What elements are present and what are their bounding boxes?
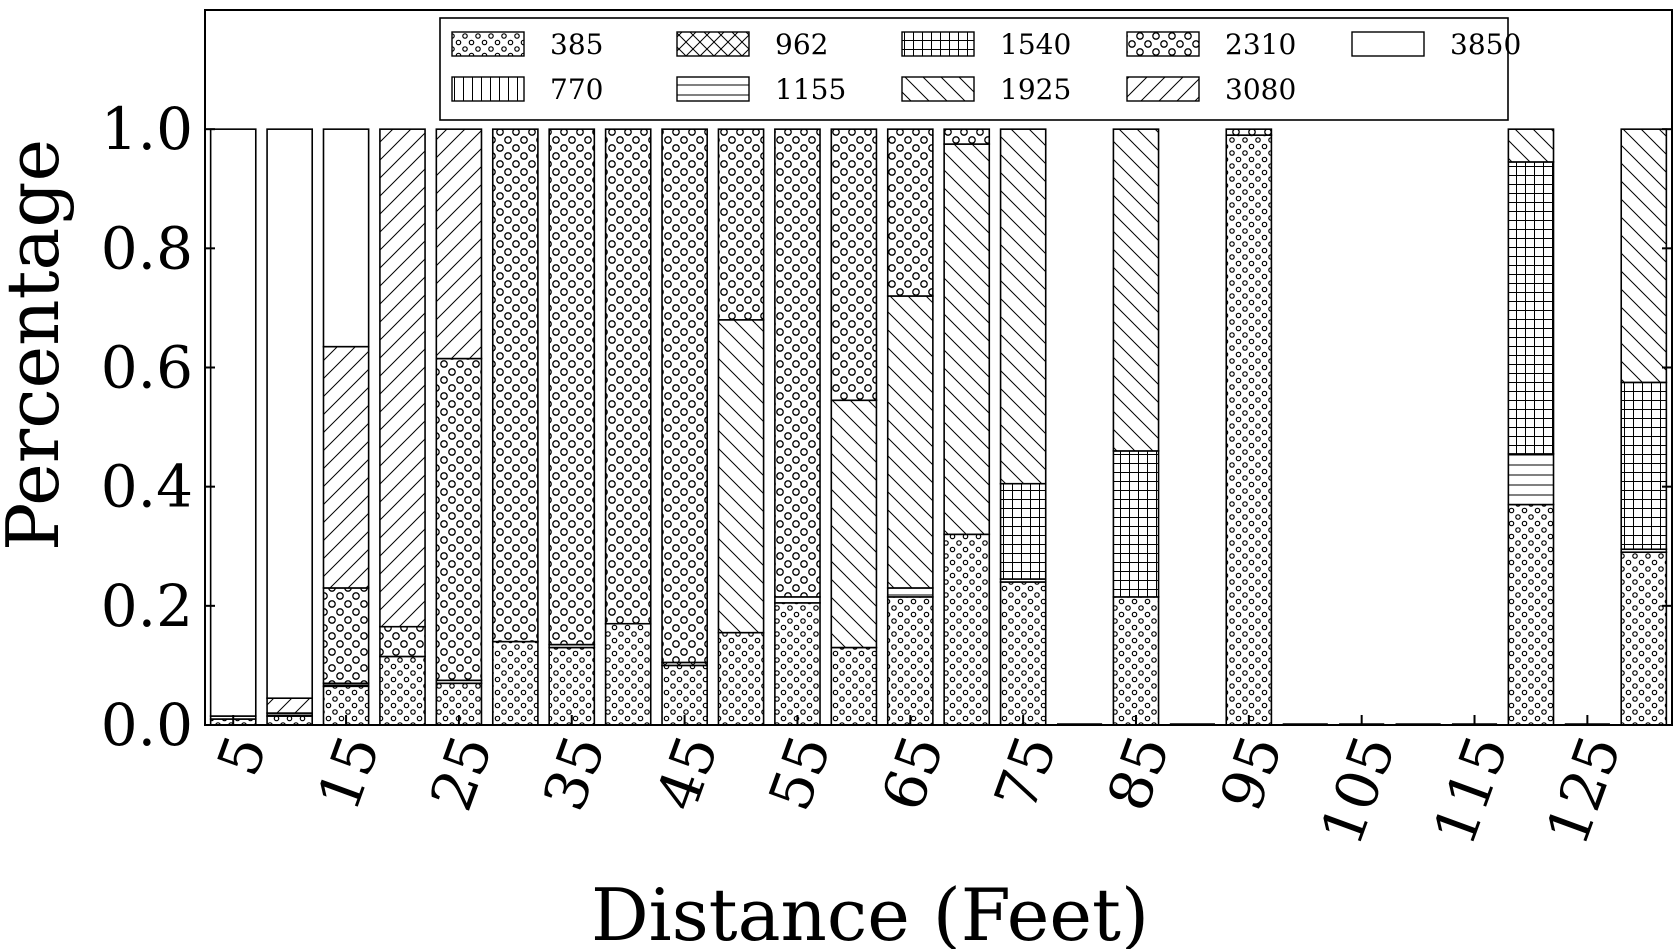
bar-segment-385-at-30 (491, 640, 539, 726)
legend-swatch-1925 (901, 76, 975, 102)
y-tick-label: 0.0 (101, 691, 193, 759)
y-tick-label: 1.0 (101, 95, 193, 163)
bar-segment-1540-at-130 (1620, 381, 1668, 551)
legend-swatch-1155 (676, 76, 750, 102)
bar-segment-385-at-70 (943, 533, 991, 726)
bar-segment-385-at-55 (774, 602, 821, 726)
legend-label-2310: 2310 (1225, 28, 1296, 61)
x-tick-label: 75 (981, 727, 1070, 820)
bar-segment-3080-at-20 (379, 128, 426, 628)
bar-segment-1540-at-85 (1112, 450, 1160, 598)
legend-label-3080: 3080 (1225, 73, 1296, 106)
legend-swatch-3080 (1126, 76, 1200, 102)
bar-segment-1925-at-75 (999, 128, 1047, 485)
bar-segment-1925-at-65 (886, 295, 934, 589)
bar-segment-3080-at-10 (266, 697, 314, 714)
bar-segment-1925-at-130 (1620, 128, 1668, 384)
bar-segment-3080-at-25 (435, 128, 483, 360)
x-tick-label: 35 (530, 727, 619, 820)
bar-segment-385-at-65 (886, 596, 934, 726)
legend: 385 770 962 1155 1540 1925 2310 3080 3850 (439, 17, 1521, 121)
legend-swatch-2310 (1126, 31, 1200, 57)
bar-segment-2310-at-55 (774, 128, 821, 598)
legend-swatch-770 (451, 76, 525, 102)
x-tick-label: 25 (417, 727, 506, 820)
bar-segment-1155-at-65 (886, 587, 934, 598)
x-tick-label: 5 (204, 727, 281, 785)
y-tick-label: 0.6 (101, 334, 193, 402)
x-tick-label: 125 (1533, 727, 1635, 854)
bar-segment-1925-at-120 (1507, 128, 1555, 163)
bar-segment-385-at-75 (999, 581, 1047, 726)
bar-segment-2310-at-60 (830, 128, 878, 402)
y-tick-label: 0.2 (101, 572, 193, 640)
x-tick-label: 45 (643, 727, 732, 820)
bar-segment-385-at-20 (379, 655, 426, 726)
bar-segment-2310-at-30 (491, 128, 539, 643)
bar-segment-385-at-60 (830, 646, 878, 726)
legend-label-962: 962 (775, 28, 828, 61)
legend-swatch-1540 (901, 31, 975, 57)
bar-segment-2310-at-40 (604, 128, 652, 625)
bar-segment-385-at-35 (548, 646, 596, 726)
bar-segment-385-at-95 (1225, 134, 1273, 726)
bar-segment-3080-at-15 (322, 345, 370, 589)
bar-segment-385-at-85 (1112, 596, 1160, 726)
bar-segment-2310-at-45 (661, 128, 708, 664)
bars-layer (209, 128, 1668, 726)
bar-segment-1155-at-120 (1507, 453, 1555, 506)
bar-segment-3850-at-5 (209, 128, 257, 717)
x-tick-label: 115 (1420, 727, 1522, 854)
bar-segment-2310-at-95 (1225, 128, 1273, 136)
bar-segment-1925-at-60 (830, 399, 878, 649)
x-tick-label: 15 (304, 727, 393, 820)
bar-segment-2310-at-25 (435, 357, 483, 682)
bar-segment-2310-at-50 (717, 128, 765, 321)
bar-segment-2310-at-65 (886, 128, 934, 297)
legend-swatch-3850 (1351, 31, 1425, 57)
y-tick-label: 0.8 (101, 214, 193, 282)
y-tick-label: 0.4 (101, 453, 193, 521)
legend-label-3850: 3850 (1450, 28, 1521, 61)
bar-segment-2310-at-20 (379, 625, 426, 658)
bar-segment-385-at-40 (604, 622, 652, 726)
bar-segment-1540-at-75 (999, 482, 1047, 580)
bar-segment-385-at-10 (266, 715, 314, 726)
bar-segment-385-at-120 (1507, 503, 1555, 726)
legend-label-385: 385 (550, 28, 603, 61)
bar-segment-385-at-130 (1620, 551, 1668, 726)
legend-label-1925: 1925 (1000, 73, 1071, 106)
bar-segment-3850-at-10 (266, 128, 314, 699)
y-axis-title: Percentage (0, 139, 75, 551)
legend-label-770: 770 (550, 73, 603, 106)
bar-segment-1540-at-120 (1507, 161, 1555, 455)
legend-label-1155: 1155 (775, 73, 846, 106)
legend-swatch-385 (451, 31, 525, 57)
legend-label-1540: 1540 (1000, 28, 1071, 61)
x-tick-label: 65 (868, 727, 957, 820)
bar-segment-2310-at-35 (548, 128, 596, 646)
bar-segment-2310-at-15 (322, 587, 370, 685)
bar-segment-2310-at-70 (943, 128, 991, 145)
x-tick-label: 105 (1307, 727, 1409, 854)
legend-swatch-962 (676, 31, 750, 57)
bar-segment-1925-at-50 (717, 319, 765, 634)
bar-segment-1155-at-55 (774, 596, 821, 604)
x-axis-title: Distance (Feet) (591, 873, 1149, 949)
x-tick-label: 85 (1094, 727, 1183, 820)
bar-segment-1925-at-85 (1112, 128, 1160, 452)
bar-segment-385-at-50 (717, 631, 765, 726)
bar-segment-1925-at-70 (943, 143, 991, 536)
x-tick-label: 95 (1207, 727, 1296, 820)
x-tick-label: 55 (755, 727, 844, 820)
bar-segment-3850-at-15 (322, 128, 370, 348)
